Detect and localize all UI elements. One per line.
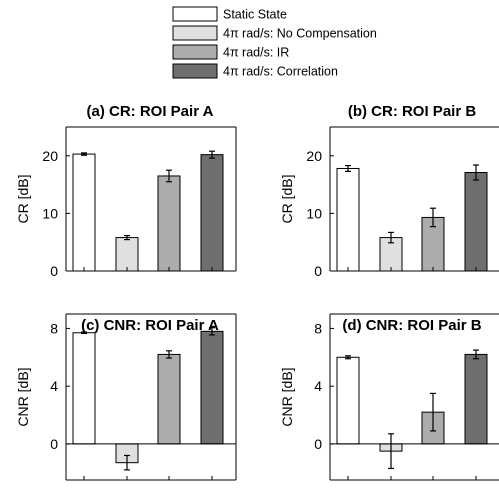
chart-panel-a: (a) CR: ROI Pair A CR [dB] 0 10 20 xyxy=(15,103,237,279)
error-bar xyxy=(124,454,130,471)
y-axis-label: CNR [dB] xyxy=(15,367,31,426)
bar xyxy=(336,356,360,445)
y-tick-label: 0 xyxy=(314,436,322,452)
legend-label: Static State xyxy=(223,8,287,22)
y-tick-label: 0 xyxy=(50,436,58,452)
chart-panel-d: (d) CNR: ROI Pair B CNR [dB] 0 4 8 xyxy=(279,313,499,481)
bar xyxy=(464,353,488,445)
y-axis-label: CR [dB] xyxy=(279,174,295,223)
legend-label: 4π rad/s: No Compensation xyxy=(223,27,377,41)
y-tick-label: 0 xyxy=(50,263,58,279)
bar xyxy=(72,332,96,445)
bar xyxy=(115,237,139,272)
error-bar xyxy=(430,207,436,228)
y-tick-label: 4 xyxy=(314,378,322,394)
bar xyxy=(200,154,224,272)
bar xyxy=(157,175,181,272)
error-bar xyxy=(166,350,172,359)
legend-swatch xyxy=(172,6,218,22)
error-bar xyxy=(81,152,87,156)
y-axis-label: CNR [dB] xyxy=(279,367,295,426)
chart-title: (d) CNR: ROI Pair B xyxy=(342,317,481,334)
legend-swatch xyxy=(172,63,218,79)
error-bar xyxy=(209,327,215,336)
error-bar xyxy=(430,392,436,432)
y-tick-label: 20 xyxy=(306,148,322,164)
bar xyxy=(464,172,488,272)
y-tick-label: 10 xyxy=(42,205,58,221)
y-tick-label: 20 xyxy=(42,148,58,164)
error-bar xyxy=(209,150,215,159)
error-bar xyxy=(345,164,351,172)
chart-panel-c: (c) CNR: ROI Pair A CNR [dB] 0 4 8 xyxy=(15,313,237,481)
error-bar xyxy=(473,349,479,360)
y-tick-label: 0 xyxy=(314,263,322,279)
bar xyxy=(72,153,96,272)
bar xyxy=(157,353,181,445)
y-tick-label: 8 xyxy=(314,320,322,336)
legend-swatch xyxy=(172,25,218,41)
bar xyxy=(200,330,224,445)
legend-swatch xyxy=(172,44,218,60)
bar xyxy=(336,167,360,272)
error-bar xyxy=(388,433,394,470)
y-tick-label: 10 xyxy=(306,205,322,221)
error-bar xyxy=(388,231,394,244)
error-bar xyxy=(166,169,172,183)
error-bar xyxy=(124,234,130,241)
chart-title: (a) CR: ROI Pair A xyxy=(87,103,214,120)
legend-label: 4π rad/s: Correlation xyxy=(223,65,338,79)
legend-label: 4π rad/s: IR xyxy=(223,46,289,60)
chart-title: (b) CR: ROI Pair B xyxy=(348,103,477,120)
legend: Static State 4π rad/s: No Compensation 4π … xyxy=(172,6,377,79)
error-bar xyxy=(345,355,351,360)
y-tick-label: 8 xyxy=(50,320,58,336)
chart-panel-b: (b) CR: ROI Pair B CR [dB] 0 10 20 xyxy=(279,103,499,279)
error-bar xyxy=(81,331,87,335)
chart-title: (c) CNR: ROI Pair A xyxy=(81,317,219,334)
error-bar xyxy=(473,164,479,181)
y-tick-label: 4 xyxy=(50,378,58,394)
y-axis-label: CR [dB] xyxy=(15,174,31,223)
